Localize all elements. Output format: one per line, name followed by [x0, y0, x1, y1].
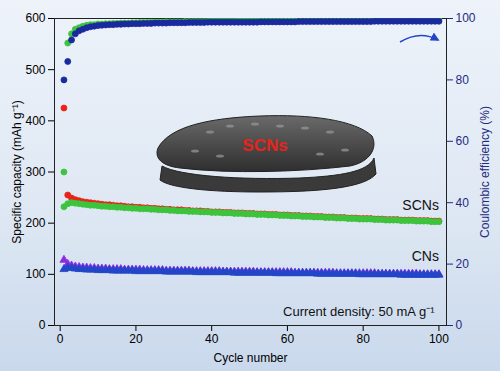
svg-text:CNs: CNs	[412, 248, 439, 264]
svg-text:20: 20	[456, 257, 470, 271]
svg-text:100: 100	[429, 332, 449, 346]
svg-text:SCNs: SCNs	[242, 136, 287, 155]
svg-text:0: 0	[456, 318, 463, 332]
svg-text:Current density: 50 mA g⁻¹: Current density: 50 mA g⁻¹	[283, 304, 435, 319]
svg-text:60: 60	[456, 134, 470, 148]
svg-text:Specific capacity (mAh g⁻¹): Specific capacity (mAh g⁻¹)	[10, 100, 24, 243]
svg-text:20: 20	[129, 332, 143, 346]
svg-text:300: 300	[25, 165, 45, 179]
svg-text:80: 80	[456, 73, 470, 87]
svg-text:SCNs: SCNs	[402, 197, 439, 213]
svg-text:60: 60	[281, 332, 295, 346]
svg-text:0: 0	[39, 318, 46, 332]
svg-text:600: 600	[25, 11, 45, 25]
svg-text:100: 100	[25, 267, 45, 281]
svg-text:Coulombic efficiency (%): Coulombic efficiency (%)	[478, 106, 492, 238]
svg-text:Cycle number: Cycle number	[213, 351, 287, 365]
svg-text:40: 40	[456, 196, 470, 210]
svg-text:80: 80	[356, 332, 370, 346]
svg-text:400: 400	[25, 114, 45, 128]
svg-text:200: 200	[25, 216, 45, 230]
svg-text:40: 40	[205, 332, 219, 346]
svg-text:0: 0	[57, 332, 64, 346]
svg-text:100: 100	[456, 11, 476, 25]
svg-text:500: 500	[25, 63, 45, 77]
